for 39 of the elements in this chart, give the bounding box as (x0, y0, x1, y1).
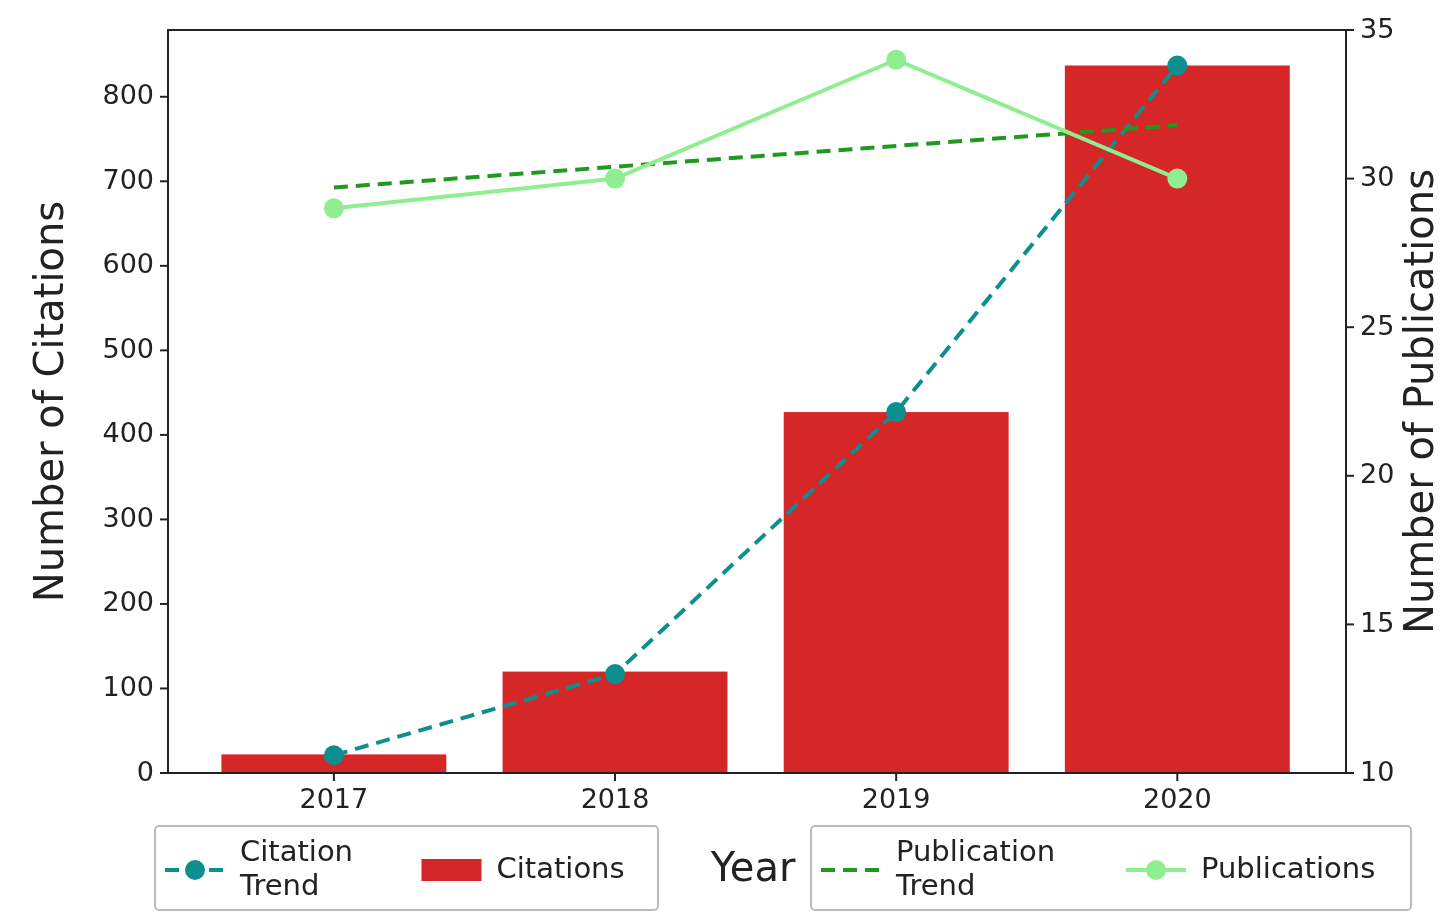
y-axis-title: Number of Citations (26, 200, 72, 603)
line-series (331, 123, 1180, 190)
y-tick-label: 200 (102, 586, 154, 618)
point (886, 402, 907, 423)
x-tick-label: 2017 (299, 783, 369, 814)
y2-tick-label: 15 (1360, 606, 1395, 638)
y-tick-label: 700 (102, 163, 154, 195)
point (605, 664, 626, 685)
y-tick-label: 100 (102, 670, 154, 702)
y2-tick-label: 35 (1360, 12, 1395, 44)
legend-label: Publication Trend (895, 834, 1056, 902)
y-tick-label: 0 (136, 755, 154, 787)
point (605, 168, 626, 189)
point (1167, 55, 1188, 76)
y-tick-label: 800 (102, 79, 154, 111)
bar (221, 754, 447, 773)
x-tick-label: 2018 (580, 783, 650, 814)
x-tick-label: 2019 (861, 783, 931, 814)
y2-axis-title: Number of Publications (1396, 168, 1442, 635)
bar (1064, 65, 1290, 773)
y-tick-label: 400 (102, 417, 154, 449)
y-tick-label: 600 (102, 248, 154, 280)
legend-label: Citations (496, 851, 625, 885)
y-tick-label: 500 (102, 332, 154, 364)
y2-tick-label: 20 (1360, 458, 1395, 490)
legend-label: Citation Trend (239, 834, 353, 902)
bar (502, 671, 728, 773)
y2-tick-label: 10 (1360, 755, 1395, 787)
x-tick-label: 2020 (1142, 783, 1212, 814)
point (323, 198, 344, 219)
y2-tick-label: 25 (1360, 309, 1395, 341)
point (1167, 168, 1188, 189)
point (886, 49, 907, 70)
point (323, 745, 344, 766)
legend-label: Publications (1201, 851, 1376, 885)
y-tick-label: 300 (102, 501, 154, 533)
x-axis-title: Year (709, 844, 796, 890)
y2-tick-label: 30 (1360, 161, 1395, 193)
bar (783, 412, 1009, 773)
